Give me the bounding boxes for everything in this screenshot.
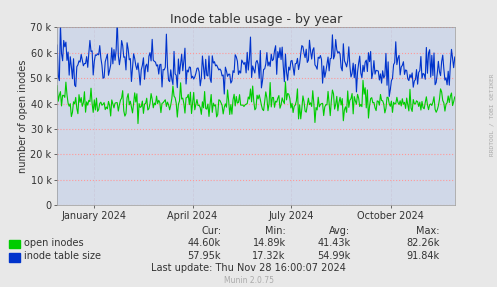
Text: 54.99k: 54.99k	[317, 251, 350, 261]
Text: Cur:: Cur:	[201, 226, 221, 236]
Text: Avg:: Avg:	[329, 226, 350, 236]
Y-axis label: number of open inodes: number of open inodes	[18, 59, 28, 173]
Text: inode table size: inode table size	[24, 251, 101, 261]
Text: 91.84k: 91.84k	[407, 251, 440, 261]
Text: Max:: Max:	[416, 226, 440, 236]
Text: 44.60k: 44.60k	[188, 238, 221, 247]
Text: 14.89k: 14.89k	[252, 238, 286, 247]
Text: 82.26k: 82.26k	[407, 238, 440, 247]
Text: 17.32k: 17.32k	[252, 251, 286, 261]
Text: 57.95k: 57.95k	[188, 251, 221, 261]
Text: 41.43k: 41.43k	[317, 238, 350, 247]
Text: open inodes: open inodes	[24, 238, 83, 247]
Text: RRDTOOL / TOBI OETIKER: RRDTOOL / TOBI OETIKER	[490, 73, 495, 156]
Text: Munin 2.0.75: Munin 2.0.75	[224, 276, 273, 285]
Text: Min:: Min:	[265, 226, 286, 236]
Text: Last update: Thu Nov 28 16:00:07 2024: Last update: Thu Nov 28 16:00:07 2024	[151, 263, 346, 273]
Title: Inode table usage - by year: Inode table usage - by year	[170, 13, 342, 26]
